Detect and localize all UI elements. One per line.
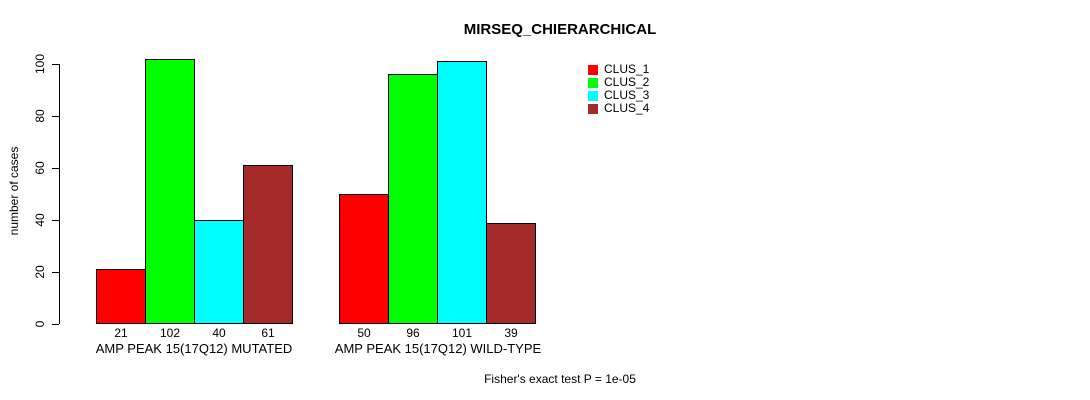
legend-row-CLUS_3: CLUS_3 xyxy=(588,89,649,102)
y-axis-tick-100 xyxy=(52,63,59,65)
y-axis-tick-label-40: 40 xyxy=(33,213,47,227)
bar-value-label-CLUS_3-group1: 101 xyxy=(451,326,473,340)
bar-CLUS_3-group1 xyxy=(437,61,487,324)
legend-swatch-CLUS_2 xyxy=(588,77,598,88)
bar-CLUS_4-group0 xyxy=(243,165,293,324)
legend-row-CLUS_4: CLUS_4 xyxy=(588,102,649,115)
legend-row-CLUS_2: CLUS_2 xyxy=(588,76,649,89)
bar-value-label-CLUS_2-group0: 102 xyxy=(159,326,181,340)
x-group-label-mutated: AMP PEAK 15(17Q12) MUTATED xyxy=(95,341,293,356)
fisher-test-annotation: Fisher's exact test P = 1e-05 xyxy=(484,372,636,386)
y-axis-tick-60 xyxy=(52,167,59,169)
y-axis-tick-80 xyxy=(52,115,59,117)
y-axis-tick-20 xyxy=(52,271,59,273)
bar-CLUS_2-group1 xyxy=(388,74,438,324)
legend-row-CLUS_1: CLUS_1 xyxy=(588,63,649,76)
x-group-label-wild-type: AMP PEAK 15(17Q12) WILD-TYPE xyxy=(334,341,542,356)
legend-swatch-CLUS_3 xyxy=(588,90,598,101)
bar-value-label-CLUS_4-group0: 61 xyxy=(261,326,275,340)
bar-CLUS_3-group0 xyxy=(194,220,244,324)
legend: CLUS_1 CLUS_2 CLUS_3 CLUS_4 xyxy=(588,63,649,115)
y-axis-tick-label-100: 100 xyxy=(33,53,47,75)
y-axis-tick-label-80: 80 xyxy=(33,109,47,123)
chart-title: MIRSEQ_CHIERARCHICAL xyxy=(463,21,657,38)
bar-value-label-CLUS_4-group1: 39 xyxy=(504,326,518,340)
bar-value-label-CLUS_3-group0: 40 xyxy=(212,326,226,340)
y-axis-tick-label-60: 60 xyxy=(33,161,47,175)
bar-value-label-CLUS_1-group0: 21 xyxy=(114,326,128,340)
y-axis-line xyxy=(59,64,60,324)
legend-label-CLUS_3: CLUS_3 xyxy=(604,88,650,102)
y-axis-tick-0 xyxy=(52,323,59,325)
bar-value-label-CLUS_1-group1: 50 xyxy=(357,326,371,340)
y-axis-tick-40 xyxy=(52,219,59,221)
bar-CLUS_1-group0 xyxy=(96,269,146,324)
y-axis-title: number of cases xyxy=(7,146,21,236)
y-axis-tick-label-0: 0 xyxy=(33,320,47,328)
bar-value-label-CLUS_2-group1: 96 xyxy=(406,326,420,340)
bar-CLUS_4-group1 xyxy=(486,223,536,324)
legend-label-CLUS_2: CLUS_2 xyxy=(604,75,650,89)
y-axis-tick-label-20: 20 xyxy=(33,265,47,279)
bar-CLUS_1-group1 xyxy=(339,194,389,324)
bar-CLUS_2-group0 xyxy=(145,59,195,324)
legend-label-CLUS_1: CLUS_1 xyxy=(604,62,650,76)
legend-swatch-CLUS_1 xyxy=(588,64,598,75)
legend-swatch-CLUS_4 xyxy=(588,103,598,114)
legend-label-CLUS_4: CLUS_4 xyxy=(604,101,650,115)
